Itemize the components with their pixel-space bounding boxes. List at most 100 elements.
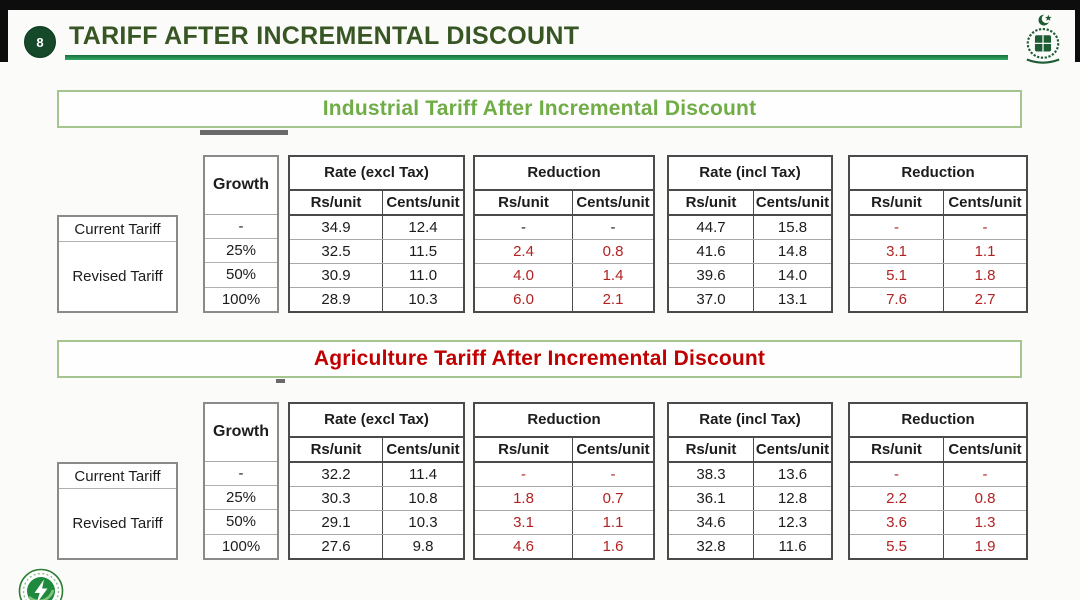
gray-artifact-bar xyxy=(200,130,288,135)
table-cell: - xyxy=(521,219,526,237)
group-table: Rate (excl Tax) Rs/unit Cents/unit 34.9 12.4… xyxy=(288,155,465,313)
subheader-cents-unit: Cents/unit xyxy=(943,190,1026,215)
government-emblem-icon xyxy=(1026,14,1060,64)
table-cell: 39.6 xyxy=(696,267,726,285)
title-underline xyxy=(65,55,1008,60)
table-cell: 44.7 xyxy=(696,219,726,237)
group-header: Rate (incl Tax) xyxy=(669,404,831,438)
group-table: Rate (incl Tax) Rs/unit Cents/unit 44.7 15.8… xyxy=(667,155,833,313)
subheader-rs-unit: Rs/unit xyxy=(310,440,362,458)
slide-title: TARIFF AFTER INCREMENTAL DISCOUNT xyxy=(69,22,580,50)
table-cell: - xyxy=(943,216,1026,240)
table-cell: 30.9 xyxy=(321,267,351,285)
row-label-box: Current Tariff Revised Tariff xyxy=(57,462,178,560)
table-cell: 1.4 xyxy=(572,264,653,288)
table-cell: 13.6 xyxy=(753,463,831,487)
table-cell: 2.2 xyxy=(886,490,907,508)
table-cell: 27.6 xyxy=(321,538,351,556)
growth-column-table: Growth - 25% 50% 100% xyxy=(203,402,279,560)
table-cell: 11.5 xyxy=(382,240,463,264)
table-cell: 28.9 xyxy=(321,291,351,309)
subheader-rs-unit: Rs/unit xyxy=(685,193,737,211)
table-row: 39.6 14.0 xyxy=(669,263,831,288)
table-row: 30.3 10.8 xyxy=(290,486,463,511)
table-row: 4.6 1.6 xyxy=(475,534,653,558)
page-number-badge: 8 xyxy=(24,26,56,58)
table-row: 28.9 10.3 xyxy=(290,287,463,311)
row-label-box: Current Tariff Revised Tariff xyxy=(57,215,178,313)
table-row: 34.9 12.4 xyxy=(290,216,463,240)
table-cell: 12.4 xyxy=(382,216,463,240)
table-cell: 34.6 xyxy=(696,514,726,532)
subheader-cents-unit: Cents/unit xyxy=(572,437,653,462)
group-subheader-row: Rs/unit Cents/unit xyxy=(850,190,1026,217)
section-title: Agriculture Tariff After Incremental Dis… xyxy=(313,347,766,370)
table-cell: 10.3 xyxy=(382,288,463,311)
table-cell: 32.8 xyxy=(696,538,726,556)
table-row: 41.6 14.8 xyxy=(669,239,831,264)
table-row: 4.0 1.4 xyxy=(475,263,653,288)
table-cell: 36.1 xyxy=(696,490,726,508)
table-row: 1.8 0.7 xyxy=(475,486,653,511)
growth-cell: 100% xyxy=(205,286,277,311)
table-row: 3.1 1.1 xyxy=(475,510,653,535)
table-cell: 1.3 xyxy=(943,511,1026,535)
growth-cell: 50% xyxy=(205,262,277,286)
table-cell: 3.6 xyxy=(886,514,907,532)
growth-header: Growth xyxy=(205,404,277,462)
group-table: Rate (incl Tax) Rs/unit Cents/unit 38.3 13.6… xyxy=(667,402,833,560)
table-row: 7.6 2.7 xyxy=(850,287,1026,311)
subheader-rs-unit: Rs/unit xyxy=(871,440,922,458)
table-row: 3.6 1.3 xyxy=(850,510,1026,535)
subheader-cents-unit: Cents/unit xyxy=(943,437,1026,462)
table-cell: 15.8 xyxy=(753,216,831,240)
subheader-rs-unit: Rs/unit xyxy=(498,440,549,458)
group-table: Reduction Rs/unit Cents/unit - -3.1 1.1 5.1 1.8… xyxy=(848,155,1028,313)
group-subheader-row: Rs/unit Cents/unit xyxy=(475,190,653,217)
group-subheader-row: Rs/unit Cents/unit xyxy=(850,437,1026,464)
table-cell: 29.1 xyxy=(321,514,351,532)
page-number: 8 xyxy=(36,34,44,50)
growth-cell: - xyxy=(238,217,244,235)
table-cell: 6.0 xyxy=(513,291,534,309)
subheader-cents-unit: Cents/unit xyxy=(382,190,463,215)
row-label-current-tariff: Current Tariff xyxy=(59,217,176,242)
table-cell: 10.3 xyxy=(382,511,463,535)
table-cell: 1.9 xyxy=(943,535,1026,558)
table-row: -- xyxy=(850,463,1026,487)
right-black-notch xyxy=(1075,0,1080,62)
group-subheader-row: Rs/unit Cents/unit xyxy=(475,437,653,464)
table-cell: 10.8 xyxy=(382,487,463,511)
subheader-cents-unit: Cents/unit xyxy=(753,190,831,215)
table-cell: 14.8 xyxy=(753,240,831,264)
table-row: 32.5 11.5 xyxy=(290,239,463,264)
group-table: Rate (excl Tax) Rs/unit Cents/unit 32.2 11.4… xyxy=(288,402,465,560)
table-cell: 30.3 xyxy=(321,490,351,508)
table-cell: 14.0 xyxy=(753,264,831,288)
table-row: 2.4 0.8 xyxy=(475,239,653,264)
left-black-notch xyxy=(0,0,8,62)
table-row: 2.2 0.8 xyxy=(850,486,1026,511)
subheader-rs-unit: Rs/unit xyxy=(685,440,737,458)
table-cell: 37.0 xyxy=(696,291,726,309)
table-row: 44.7 15.8 xyxy=(669,216,831,240)
growth-header: Growth xyxy=(205,157,277,215)
table-row: 6.0 2.1 xyxy=(475,287,653,311)
group-header: Rate (excl Tax) xyxy=(290,157,463,191)
table-row: 29.1 10.3 xyxy=(290,510,463,535)
row-label-revised-tariff: Revised Tariff xyxy=(72,268,163,285)
table-cell: 13.1 xyxy=(753,288,831,311)
table-cell: 11.4 xyxy=(382,463,463,487)
table-cell: 2.7 xyxy=(943,288,1026,311)
table-cell: 0.8 xyxy=(572,240,653,264)
table-cell: 34.9 xyxy=(321,219,351,237)
group-header: Reduction xyxy=(475,157,653,191)
subheader-cents-unit: Cents/unit xyxy=(572,190,653,215)
power-utility-logo-icon xyxy=(18,568,64,600)
table-cell: 41.6 xyxy=(696,243,726,261)
table-cell: 5.5 xyxy=(886,538,907,556)
growth-column-table: Growth - 25% 50% 100% xyxy=(203,155,279,313)
table-row: 5.1 1.8 xyxy=(850,263,1026,288)
table-cell: - xyxy=(521,466,526,484)
table-cell: - xyxy=(572,216,653,240)
